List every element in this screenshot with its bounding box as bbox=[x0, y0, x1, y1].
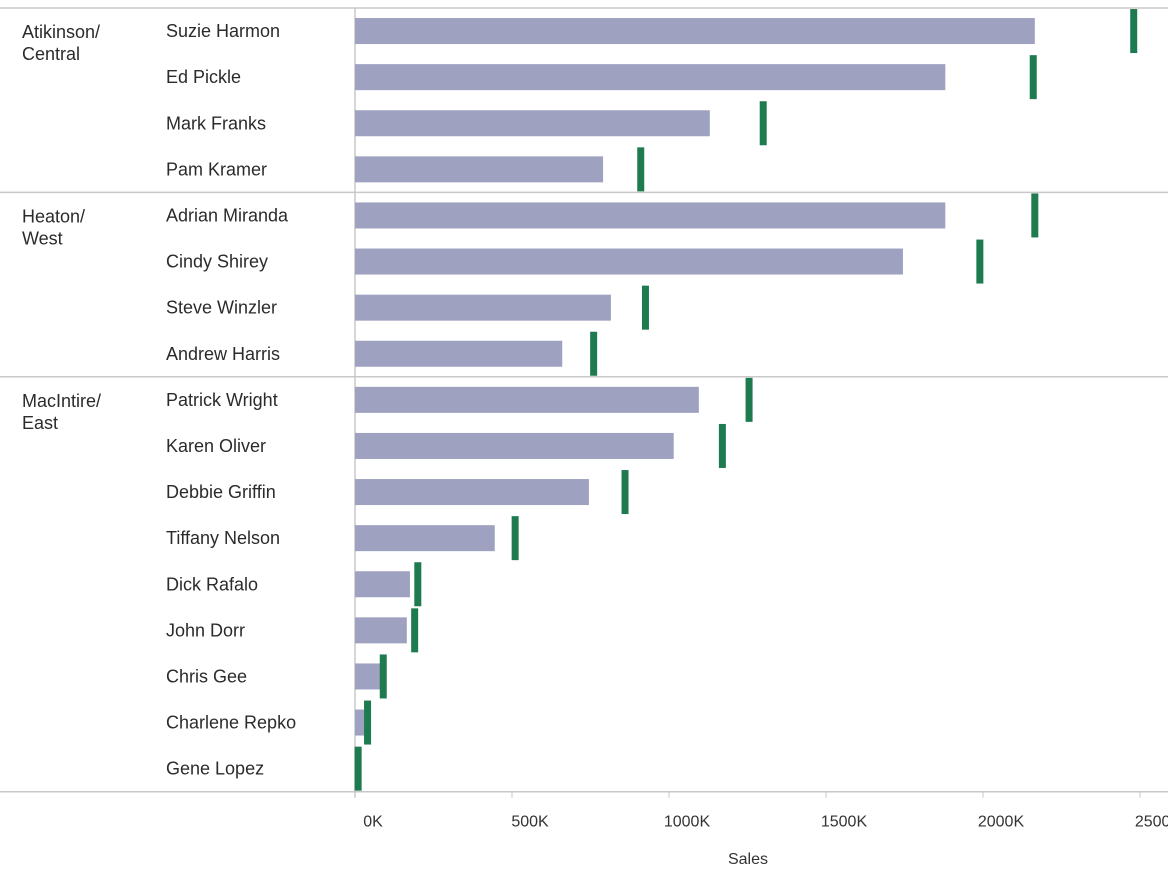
target-marker bbox=[621, 470, 629, 515]
target-marker bbox=[637, 147, 645, 192]
target-marker bbox=[511, 516, 519, 561]
target-marker bbox=[414, 562, 422, 607]
sales-bar bbox=[355, 432, 674, 459]
category-label: Karen Oliver bbox=[166, 436, 266, 456]
category-label: Chris Gee bbox=[166, 666, 247, 686]
target-marker bbox=[718, 423, 726, 468]
target-marker bbox=[364, 700, 372, 745]
category-label: Debbie Griffin bbox=[166, 482, 276, 502]
target-marker bbox=[354, 746, 362, 791]
group-label: Central bbox=[22, 44, 80, 64]
target-marker bbox=[590, 331, 598, 376]
x-tick-label: 1000K bbox=[664, 814, 711, 831]
sales-bar bbox=[355, 18, 1035, 45]
target-marker bbox=[379, 654, 387, 699]
category-label: Tiffany Nelson bbox=[166, 528, 280, 548]
category-label: Patrick Wright bbox=[166, 390, 278, 410]
sales-bar bbox=[355, 663, 381, 690]
category-label: Andrew Harris bbox=[166, 344, 280, 364]
group-label: West bbox=[22, 228, 63, 248]
category-label: Cindy Shirey bbox=[166, 252, 268, 272]
target-marker bbox=[745, 377, 753, 422]
category-label: Dick Rafalo bbox=[166, 574, 258, 594]
target-marker bbox=[976, 239, 984, 284]
x-tick-label: 1500K bbox=[821, 814, 868, 831]
category-label: John Dorr bbox=[166, 620, 245, 640]
category-label: Mark Franks bbox=[166, 113, 266, 133]
group-label: MacIntire/ bbox=[22, 391, 101, 411]
group-label: Heaton/ bbox=[22, 206, 85, 226]
sales-bar bbox=[355, 202, 946, 229]
target-marker bbox=[1130, 9, 1138, 54]
category-label: Suzie Harmon bbox=[166, 21, 280, 41]
target-marker bbox=[1029, 55, 1037, 100]
sales-bar bbox=[355, 340, 563, 367]
target-marker bbox=[1031, 193, 1039, 238]
category-label: Pam Kramer bbox=[166, 159, 267, 179]
sales-bar bbox=[355, 479, 589, 506]
sales-bar bbox=[355, 248, 903, 275]
category-label: Charlene Repko bbox=[166, 713, 296, 733]
sales-bar bbox=[355, 617, 407, 644]
sales-bar bbox=[355, 156, 604, 183]
sales-bar bbox=[355, 525, 495, 552]
group-label: East bbox=[22, 413, 58, 433]
x-axis-title: Sales bbox=[728, 851, 768, 868]
sales-bar bbox=[355, 294, 611, 321]
category-label: Adrian Miranda bbox=[166, 205, 289, 225]
sales-bar bbox=[355, 571, 410, 598]
category-label: Gene Lopez bbox=[166, 759, 264, 779]
category-label: Ed Pickle bbox=[166, 67, 241, 87]
label-layer: Atikinson/Central Suzie Harmon Ed Pickle Ma… bbox=[22, 21, 296, 779]
group-label: Atikinson/ bbox=[22, 22, 100, 42]
target-marker bbox=[641, 285, 649, 330]
x-tick-label: 0K bbox=[363, 814, 383, 831]
bar-layer bbox=[354, 9, 1138, 791]
sales-bar bbox=[355, 386, 699, 413]
x-tick-label: 2500K bbox=[1135, 814, 1168, 831]
x-tick-label: 2000K bbox=[978, 814, 1025, 831]
x-tick-label: 500K bbox=[511, 814, 549, 831]
sales-bar bbox=[355, 64, 946, 91]
target-marker bbox=[759, 101, 767, 146]
sales-bar bbox=[355, 110, 710, 137]
category-label: Steve Winzler bbox=[166, 298, 277, 318]
target-marker bbox=[411, 608, 419, 653]
sales-bar bbox=[355, 709, 365, 736]
x-axis: 0K 500K 1000K 1500K 2000K 2500K bbox=[354, 791, 1168, 831]
